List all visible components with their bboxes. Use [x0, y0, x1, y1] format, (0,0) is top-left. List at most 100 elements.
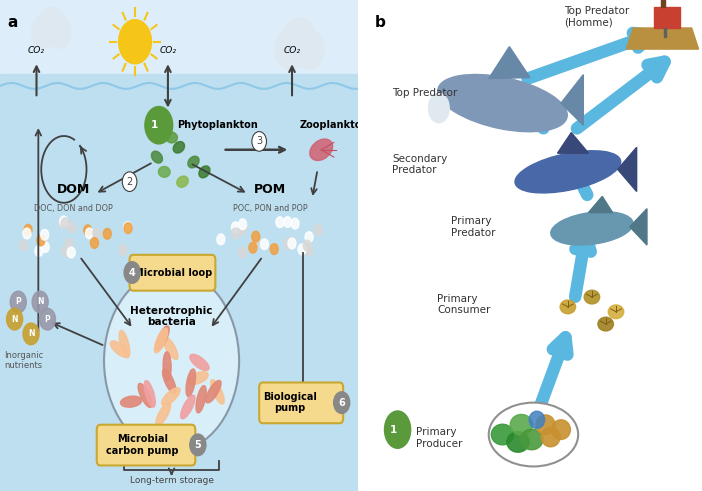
Circle shape	[252, 132, 267, 151]
Circle shape	[288, 237, 296, 247]
Circle shape	[119, 245, 127, 255]
Ellipse shape	[608, 305, 624, 319]
Ellipse shape	[521, 429, 543, 450]
Circle shape	[37, 235, 45, 246]
Circle shape	[314, 224, 322, 235]
Circle shape	[286, 32, 312, 66]
Text: P: P	[45, 315, 51, 324]
Circle shape	[37, 7, 65, 46]
Text: CO₂: CO₂	[159, 46, 176, 55]
Polygon shape	[561, 75, 583, 125]
Text: N: N	[11, 315, 18, 324]
Circle shape	[60, 216, 68, 227]
Text: Biological
pump: Biological pump	[263, 392, 317, 413]
Text: Top Predator: Top Predator	[392, 88, 458, 98]
Circle shape	[47, 16, 71, 48]
Text: Microbial
carbon pump: Microbial carbon pump	[106, 434, 178, 456]
Ellipse shape	[186, 369, 196, 397]
Text: POC, PON and POP: POC, PON and POP	[233, 204, 307, 213]
Circle shape	[305, 232, 313, 243]
Text: Heterotrophic
bacteria: Heterotrophic bacteria	[131, 306, 213, 327]
Circle shape	[35, 246, 43, 256]
Circle shape	[119, 20, 152, 64]
Ellipse shape	[151, 152, 163, 163]
FancyBboxPatch shape	[259, 382, 343, 423]
Circle shape	[39, 308, 55, 330]
FancyBboxPatch shape	[97, 425, 195, 465]
Circle shape	[284, 217, 291, 227]
Ellipse shape	[188, 156, 199, 168]
Circle shape	[124, 262, 140, 283]
Circle shape	[252, 231, 260, 242]
Text: 1: 1	[151, 120, 159, 130]
Polygon shape	[557, 133, 588, 153]
Polygon shape	[630, 209, 647, 245]
Ellipse shape	[199, 166, 210, 178]
Ellipse shape	[187, 372, 208, 384]
Ellipse shape	[491, 424, 514, 445]
Circle shape	[124, 221, 132, 232]
Circle shape	[274, 29, 305, 69]
Circle shape	[41, 242, 49, 252]
Text: Secondary
Predator: Secondary Predator	[392, 154, 448, 175]
Ellipse shape	[196, 385, 206, 413]
Ellipse shape	[310, 139, 333, 161]
Circle shape	[276, 217, 284, 228]
Ellipse shape	[177, 176, 188, 187]
Circle shape	[68, 222, 76, 233]
Bar	[0, 74, 365, 491]
Ellipse shape	[438, 75, 567, 132]
Text: 1: 1	[390, 425, 397, 435]
Circle shape	[41, 229, 48, 240]
Ellipse shape	[138, 383, 152, 408]
Text: 6: 6	[338, 398, 345, 408]
Text: b: b	[375, 15, 386, 30]
Circle shape	[305, 245, 313, 256]
Ellipse shape	[156, 403, 171, 426]
Circle shape	[282, 18, 317, 67]
Ellipse shape	[161, 388, 180, 406]
Ellipse shape	[163, 336, 178, 359]
Ellipse shape	[515, 151, 621, 193]
Circle shape	[59, 217, 67, 228]
Circle shape	[23, 323, 39, 345]
Ellipse shape	[154, 328, 168, 353]
Ellipse shape	[584, 290, 600, 304]
Ellipse shape	[144, 381, 155, 407]
Text: Zooplankton: Zooplankton	[299, 120, 369, 130]
Text: Long-term storage: Long-term storage	[130, 476, 213, 485]
Text: Phytoplankton: Phytoplankton	[177, 120, 258, 130]
Ellipse shape	[180, 395, 195, 419]
Bar	[0, 0, 365, 88]
Ellipse shape	[541, 427, 560, 447]
Circle shape	[32, 16, 55, 48]
Circle shape	[62, 246, 69, 257]
Ellipse shape	[163, 352, 171, 381]
Text: Top Predator
(Homme): Top Predator (Homme)	[564, 6, 630, 28]
Circle shape	[104, 270, 239, 452]
Text: Primary
Consumer: Primary Consumer	[437, 294, 491, 315]
Text: 5: 5	[194, 440, 201, 450]
Ellipse shape	[428, 93, 449, 123]
Ellipse shape	[190, 355, 209, 371]
Ellipse shape	[159, 166, 170, 177]
Circle shape	[298, 244, 306, 255]
Text: Inorganic
nutrients: Inorganic nutrients	[4, 351, 44, 371]
Circle shape	[61, 218, 69, 229]
Circle shape	[260, 239, 268, 249]
Ellipse shape	[119, 330, 130, 357]
Text: a: a	[7, 15, 18, 30]
Text: DOM: DOM	[56, 183, 90, 195]
Text: 4: 4	[128, 268, 135, 277]
Circle shape	[6, 308, 22, 330]
Circle shape	[190, 434, 206, 456]
Circle shape	[103, 228, 112, 239]
Ellipse shape	[156, 326, 169, 351]
Ellipse shape	[121, 396, 142, 407]
Circle shape	[145, 107, 173, 144]
Circle shape	[270, 244, 278, 254]
Circle shape	[385, 411, 411, 448]
Circle shape	[239, 219, 246, 230]
Circle shape	[84, 225, 92, 236]
Ellipse shape	[536, 415, 555, 435]
